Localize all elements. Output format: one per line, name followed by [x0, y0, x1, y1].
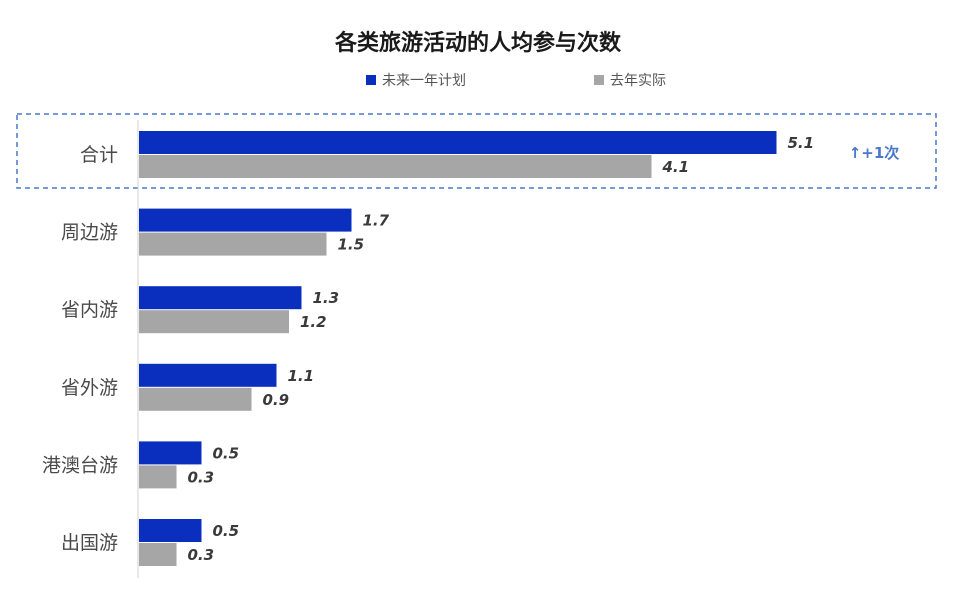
chart-title: 各类旅游活动的人均参与次数 [334, 30, 622, 56]
annotation-label: ↑+1次 [849, 144, 900, 162]
legend-swatch-series-1 [366, 75, 376, 85]
legend-label-series-2: 去年实际 [610, 73, 666, 89]
category-label-cat-5: 港澳台游 [42, 454, 118, 476]
value-label-cat-5-series-1: 0.5 [213, 444, 240, 462]
category-label-cat-4: 省外游 [61, 377, 118, 399]
bar-cat-1-series-2 [139, 155, 652, 178]
category-label-cat-1: 合计 [80, 144, 118, 166]
value-label-cat-4-series-1: 1.1 [288, 367, 315, 385]
bar-cat-6-series-1 [139, 519, 202, 542]
bar-cat-2-series-1 [139, 208, 352, 232]
bar-cat-5-series-2 [139, 465, 177, 489]
value-label-cat-5-series-2: 0.3 [188, 468, 215, 486]
bar-cat-2-series-2 [139, 232, 327, 256]
bar-cat-3-series-1 [139, 286, 302, 310]
legend: 未来一年计划 去年实际 [366, 73, 666, 89]
category-label-cat-3: 省内游 [61, 299, 118, 321]
value-label-cat-2-series-1: 1.7 [363, 212, 390, 230]
bar-cat-4-series-1 [139, 363, 277, 387]
value-label-cat-3-series-2: 1.2 [300, 313, 327, 331]
value-label-cat-2-series-2: 1.5 [338, 236, 365, 254]
bar-cat-5-series-1 [139, 441, 202, 465]
bar-cat-1-series-1 [139, 131, 777, 154]
value-label-cat-6-series-2: 0.3 [188, 546, 215, 564]
highlight-box [16, 113, 937, 189]
legend-label-series-1: 未来一年计划 [382, 73, 466, 89]
value-label-cat-1-series-2: 4.1 [662, 158, 690, 176]
value-label-cat-6-series-1: 0.5 [213, 522, 240, 540]
bar-cat-4-series-2 [139, 387, 252, 411]
value-label-cat-1-series-1: 5.1 [788, 134, 815, 152]
legend-swatch-series-2 [594, 75, 604, 85]
category-label-cat-2: 周边游 [61, 222, 118, 244]
chart-marks: 合计 5.1 4.1 周边游 1.7 1.5 省内游 1.3 1.2 省外游 1.1 0.9 港澳台游 0… [42, 131, 814, 566]
value-label-cat-4-series-2: 0.9 [263, 391, 290, 409]
category-label-cat-6: 出国游 [61, 532, 118, 554]
value-label-cat-3-series-1: 1.3 [313, 289, 340, 307]
bar-cat-6-series-2 [139, 543, 177, 566]
bar-cat-3-series-2 [139, 310, 289, 334]
